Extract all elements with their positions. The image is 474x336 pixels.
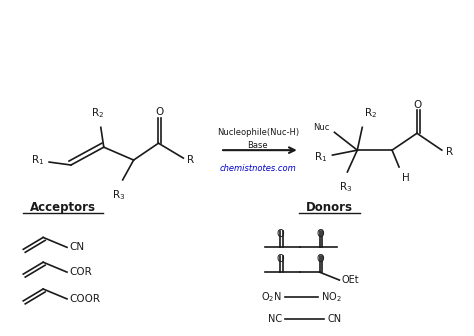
- Text: R: R: [187, 155, 194, 165]
- Text: Nuc: Nuc: [313, 123, 329, 132]
- Text: chemistnotes.com: chemistnotes.com: [219, 164, 296, 172]
- Text: OEt: OEt: [341, 275, 359, 285]
- Text: NC: NC: [268, 314, 282, 324]
- Text: R: R: [446, 147, 453, 157]
- Text: Donors: Donors: [306, 201, 353, 214]
- Text: R$_2$: R$_2$: [91, 107, 104, 120]
- Text: COOR: COOR: [69, 294, 100, 304]
- Text: O: O: [277, 254, 284, 264]
- Text: O: O: [277, 229, 284, 240]
- Text: R$_3$: R$_3$: [112, 188, 126, 202]
- Text: Base: Base: [247, 141, 268, 150]
- Text: R$_1$: R$_1$: [314, 150, 328, 164]
- Text: Nucleophile(Nuc-H): Nucleophile(Nuc-H): [217, 128, 299, 137]
- Text: R$_2$: R$_2$: [364, 107, 377, 120]
- Text: O: O: [317, 229, 324, 240]
- Text: O: O: [155, 108, 164, 118]
- Text: H: H: [402, 173, 410, 183]
- Text: Acceptors: Acceptors: [30, 201, 96, 214]
- Text: CN: CN: [69, 242, 84, 252]
- Text: R$_1$: R$_1$: [31, 153, 44, 167]
- Text: COR: COR: [69, 267, 92, 277]
- Text: NO$_2$: NO$_2$: [320, 290, 341, 304]
- Text: CN: CN: [328, 314, 342, 324]
- Text: O$_2$N: O$_2$N: [261, 290, 282, 304]
- Text: R$_3$: R$_3$: [339, 180, 352, 194]
- Text: O: O: [414, 99, 422, 110]
- Text: O: O: [317, 254, 324, 264]
